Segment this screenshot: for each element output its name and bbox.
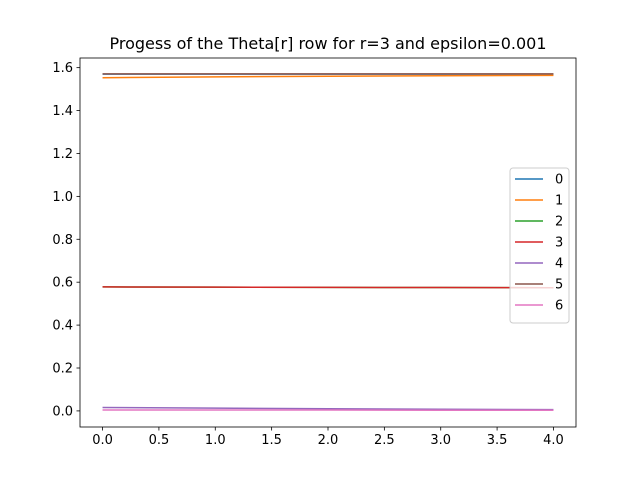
legend-label-1: 1 bbox=[555, 194, 563, 209]
legend-label-3: 3 bbox=[555, 236, 563, 251]
y-tick-label: 0.2 bbox=[52, 362, 73, 377]
plot-frame bbox=[79, 57, 577, 428]
y-tick-label: 0.8 bbox=[52, 233, 73, 248]
x-tick-label: 4.0 bbox=[543, 433, 564, 448]
y-tick-label: 0.4 bbox=[52, 319, 73, 334]
x-tick-label: 3.5 bbox=[487, 433, 508, 448]
y-tick-label: 1.0 bbox=[52, 190, 73, 205]
axes-layer: 0.0 0.5 1.0 1.5 2.0 2.5 3.0 3.5 4.0 0.0 0.2 0.4 0.6 0… bbox=[52, 57, 577, 448]
x-tick-label: 1.5 bbox=[261, 433, 282, 448]
x-tick-label: 1.0 bbox=[205, 433, 226, 448]
chart-title: Progess of the Theta[r] row for r=3 and … bbox=[109, 34, 546, 53]
series-line-4 bbox=[102, 406, 554, 411]
y-tick-label: 1.6 bbox=[52, 61, 73, 76]
x-tick-label: 2.0 bbox=[318, 433, 339, 448]
legend: 0 1 2 3 4 5 6 bbox=[509, 167, 570, 324]
legend-label-6: 6 bbox=[555, 299, 563, 314]
y-tick-label: 1.4 bbox=[52, 104, 73, 119]
series-line-3 bbox=[102, 286, 554, 289]
legend-label-5: 5 bbox=[555, 278, 563, 293]
x-tick-label: 0.5 bbox=[149, 433, 170, 448]
legend-label-2: 2 bbox=[555, 215, 563, 230]
y-tick-label: 1.2 bbox=[52, 147, 73, 162]
legend-label-4: 4 bbox=[555, 257, 563, 272]
x-tick-label: 2.5 bbox=[374, 433, 395, 448]
x-tick-label: 0.0 bbox=[92, 433, 113, 448]
y-tick-label: 0.6 bbox=[52, 276, 73, 291]
series-layer bbox=[102, 73, 554, 412]
legend-label-0: 0 bbox=[555, 173, 563, 188]
x-tick-label: 3.0 bbox=[430, 433, 451, 448]
y-tick-label: 0.0 bbox=[52, 404, 73, 419]
series-line-1 bbox=[102, 74, 554, 79]
